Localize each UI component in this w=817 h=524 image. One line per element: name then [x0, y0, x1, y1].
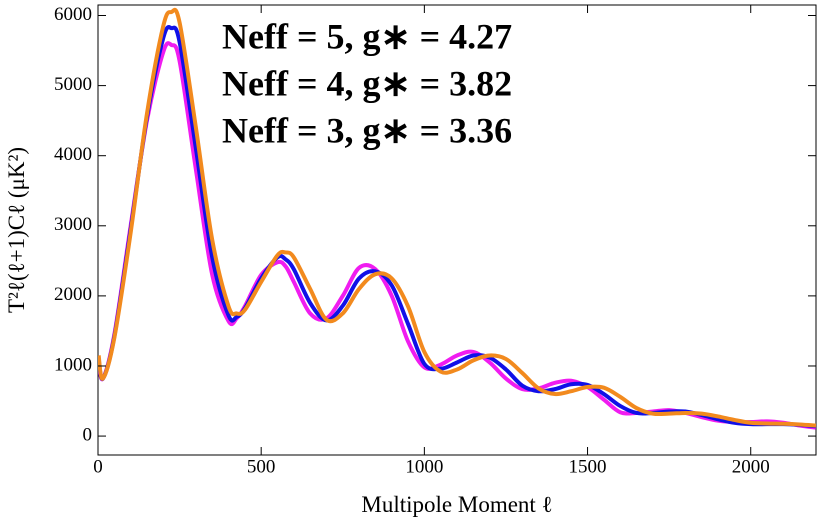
y-tick-label: 0: [83, 424, 93, 445]
x-tick-label: 500: [247, 456, 276, 477]
x-axis-label: Multipole Moment ℓ: [361, 492, 552, 517]
series-line: [98, 7, 816, 428]
x-tick-label: 1500: [569, 456, 607, 477]
y-tick-label: 4000: [54, 144, 92, 165]
legend-entry: Neff = 3, g∗ = 3.36: [222, 110, 512, 150]
x-tick-label: 1000: [405, 456, 443, 477]
plot-frame: [97, 4, 817, 456]
y-axis-label: T²ℓ(ℓ+1)Cℓ (μK²): [4, 147, 29, 313]
y-tick-label: 2000: [54, 284, 92, 305]
y-tick-label: 6000: [54, 4, 92, 25]
y-tick-label: 1000: [54, 354, 92, 375]
lines: [98, 7, 816, 430]
legend-entry: Neff = 4, g∗ = 3.82: [222, 63, 512, 103]
legend-entry: Neff = 5, g∗ = 4.27: [222, 16, 512, 56]
x-tick-label: 0: [93, 456, 103, 477]
y-tick-label: 5000: [54, 74, 92, 95]
x-tick-label: 2000: [732, 456, 770, 477]
y-tick-label: 3000: [54, 214, 92, 235]
